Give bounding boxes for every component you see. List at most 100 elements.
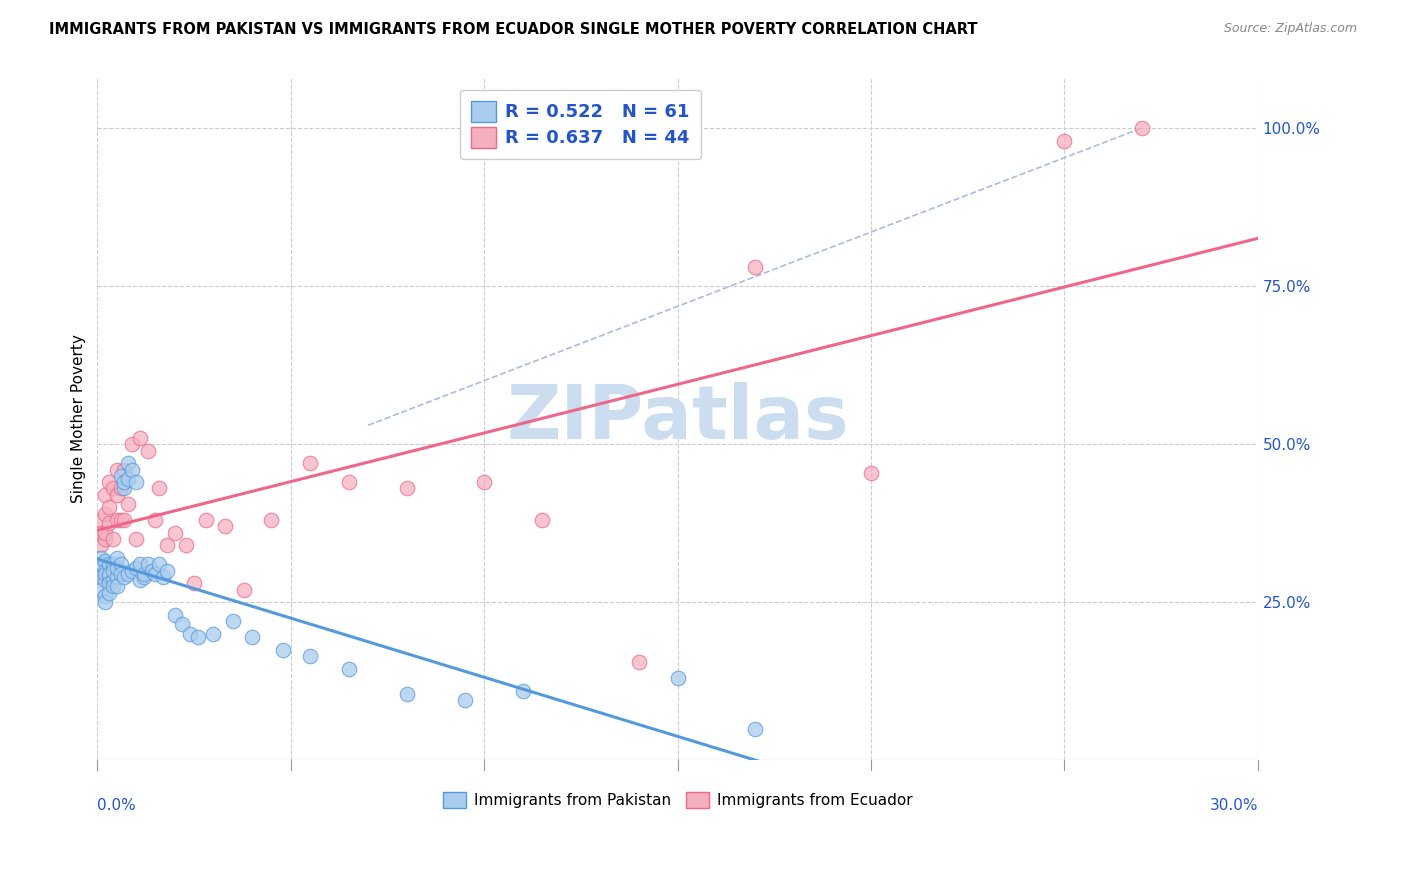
Point bbox=[94, 595, 117, 609]
Point bbox=[337, 475, 360, 490]
Point bbox=[172, 617, 194, 632]
Point bbox=[454, 693, 477, 707]
Point bbox=[105, 560, 128, 574]
Point bbox=[125, 475, 148, 490]
Point bbox=[105, 570, 128, 584]
Point bbox=[152, 570, 174, 584]
Point bbox=[112, 475, 135, 490]
Point bbox=[94, 525, 117, 540]
Point bbox=[105, 462, 128, 476]
Point bbox=[132, 570, 155, 584]
Point bbox=[194, 513, 217, 527]
Point bbox=[110, 566, 132, 581]
Point bbox=[1053, 134, 1076, 148]
Text: Source: ZipAtlas.com: Source: ZipAtlas.com bbox=[1223, 22, 1357, 36]
Point bbox=[94, 573, 117, 587]
Text: 0.0%: 0.0% bbox=[97, 798, 136, 813]
Point bbox=[101, 564, 124, 578]
Point bbox=[105, 513, 128, 527]
Point bbox=[97, 516, 120, 531]
Point bbox=[101, 558, 124, 572]
Point bbox=[94, 488, 117, 502]
Point bbox=[148, 482, 170, 496]
Point bbox=[183, 576, 205, 591]
Point bbox=[240, 630, 263, 644]
Point bbox=[121, 437, 143, 451]
Point bbox=[859, 466, 882, 480]
Point bbox=[110, 468, 132, 483]
Point bbox=[90, 551, 112, 566]
Legend: Immigrants from Pakistan, Immigrants from Ecuador: Immigrants from Pakistan, Immigrants fro… bbox=[437, 786, 918, 814]
Point bbox=[129, 573, 152, 587]
Point bbox=[97, 586, 120, 600]
Point bbox=[90, 513, 112, 527]
Point bbox=[112, 513, 135, 527]
Text: IMMIGRANTS FROM PAKISTAN VS IMMIGRANTS FROM ECUADOR SINGLE MOTHER POVERTY CORREL: IMMIGRANTS FROM PAKISTAN VS IMMIGRANTS F… bbox=[49, 22, 977, 37]
Point bbox=[141, 564, 163, 578]
Point bbox=[299, 648, 322, 663]
Point bbox=[1130, 121, 1153, 136]
Point bbox=[176, 538, 198, 552]
Point bbox=[121, 564, 143, 578]
Point bbox=[744, 260, 766, 274]
Text: ZIPatlas: ZIPatlas bbox=[506, 383, 849, 456]
Point bbox=[627, 656, 650, 670]
Point bbox=[94, 589, 117, 603]
Point bbox=[110, 482, 132, 496]
Point bbox=[94, 564, 117, 578]
Point bbox=[97, 475, 120, 490]
Point bbox=[472, 475, 495, 490]
Point bbox=[125, 532, 148, 546]
Point bbox=[222, 614, 245, 628]
Point bbox=[117, 472, 139, 486]
Point bbox=[148, 558, 170, 572]
Point bbox=[117, 497, 139, 511]
Point bbox=[163, 607, 186, 622]
Point bbox=[112, 570, 135, 584]
Point bbox=[233, 582, 256, 597]
Point bbox=[136, 558, 159, 572]
Point bbox=[395, 687, 418, 701]
Point bbox=[90, 558, 112, 572]
Point bbox=[145, 513, 167, 527]
Point bbox=[90, 582, 112, 597]
Point bbox=[110, 558, 132, 572]
Point bbox=[145, 566, 167, 581]
Point bbox=[299, 456, 322, 470]
Point bbox=[105, 488, 128, 502]
Point bbox=[531, 513, 554, 527]
Point bbox=[129, 558, 152, 572]
Point bbox=[512, 683, 534, 698]
Point bbox=[187, 630, 209, 644]
Point bbox=[101, 573, 124, 587]
Point bbox=[395, 482, 418, 496]
Point bbox=[202, 627, 225, 641]
Point bbox=[132, 566, 155, 581]
Point bbox=[97, 558, 120, 572]
Point bbox=[94, 566, 117, 581]
Point bbox=[94, 554, 117, 568]
Point bbox=[117, 456, 139, 470]
Point bbox=[97, 500, 120, 515]
Point bbox=[105, 579, 128, 593]
Point bbox=[156, 538, 179, 552]
Point bbox=[110, 513, 132, 527]
Point bbox=[136, 443, 159, 458]
Point bbox=[101, 532, 124, 546]
Point bbox=[97, 570, 120, 584]
Point bbox=[112, 462, 135, 476]
Point bbox=[94, 532, 117, 546]
Point bbox=[94, 507, 117, 521]
Point bbox=[179, 627, 201, 641]
Point bbox=[97, 576, 120, 591]
Point bbox=[744, 722, 766, 736]
Point bbox=[129, 431, 152, 445]
Point bbox=[260, 513, 283, 527]
Point bbox=[666, 671, 689, 685]
Point bbox=[337, 662, 360, 676]
Point bbox=[101, 482, 124, 496]
Point bbox=[97, 566, 120, 581]
Point bbox=[117, 566, 139, 581]
Point bbox=[101, 579, 124, 593]
Point bbox=[105, 551, 128, 566]
